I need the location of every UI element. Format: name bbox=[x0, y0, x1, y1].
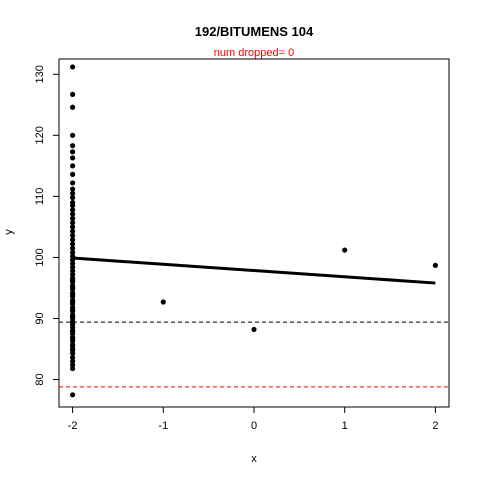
data-point bbox=[70, 245, 76, 251]
data-point bbox=[70, 268, 76, 274]
data-point bbox=[70, 292, 76, 298]
chart-subtitle: num dropped= 0 bbox=[214, 47, 294, 59]
x-axis-label: x bbox=[251, 453, 257, 465]
x-tick-label: -2 bbox=[68, 420, 78, 432]
data-point bbox=[70, 260, 76, 267]
y-tick-label: 110 bbox=[34, 188, 46, 206]
data-point bbox=[70, 132, 76, 138]
x-axis: -2 -1 0 1 2 bbox=[68, 406, 438, 432]
regression-line-layer bbox=[72, 256, 436, 285]
data-point bbox=[70, 186, 76, 192]
data-point bbox=[70, 253, 76, 259]
data-point bbox=[70, 190, 76, 196]
data-point bbox=[70, 202, 76, 209]
data-point bbox=[70, 362, 76, 368]
data-point bbox=[70, 299, 76, 305]
data-point bbox=[70, 143, 76, 149]
data-point bbox=[70, 314, 76, 320]
data-point bbox=[70, 91, 76, 98]
x-tick-label: -1 bbox=[158, 420, 168, 432]
x-tick-label: 1 bbox=[342, 420, 348, 432]
y-tick-label: 120 bbox=[34, 126, 46, 144]
regression-line bbox=[72, 256, 436, 285]
data-point bbox=[70, 149, 76, 155]
data-point bbox=[70, 365, 76, 372]
data-point bbox=[70, 237, 76, 243]
data-point bbox=[70, 306, 76, 312]
data-point bbox=[70, 358, 76, 364]
plot-area bbox=[58, 58, 450, 408]
reference-lines bbox=[59, 321, 449, 388]
y-tick-label: 80 bbox=[34, 373, 46, 385]
data-point bbox=[70, 347, 76, 353]
y-axis-label: y bbox=[3, 229, 15, 235]
data-point bbox=[70, 224, 76, 230]
data-point bbox=[70, 228, 76, 234]
data-point bbox=[70, 220, 76, 226]
data-point bbox=[70, 163, 76, 169]
y-tick-label: 90 bbox=[34, 312, 46, 324]
data-point bbox=[70, 211, 76, 217]
data-point bbox=[70, 321, 76, 327]
y-axis: 80 90 100 110 120 130 bbox=[34, 65, 60, 386]
data-point bbox=[70, 215, 76, 221]
data-point bbox=[342, 247, 348, 253]
data-point bbox=[70, 64, 76, 70]
data-point bbox=[70, 232, 76, 239]
data-point bbox=[70, 257, 76, 263]
x-tick-label: 0 bbox=[251, 420, 257, 432]
data-point bbox=[70, 155, 76, 161]
y-tick-label: 130 bbox=[34, 65, 46, 83]
data-point bbox=[160, 299, 166, 305]
data-point bbox=[70, 277, 76, 283]
data-point bbox=[251, 326, 257, 333]
x-tick-label: 2 bbox=[432, 420, 438, 432]
data-point bbox=[70, 194, 76, 201]
data-point bbox=[70, 241, 76, 247]
data-point bbox=[432, 262, 438, 268]
y-tick-label: 100 bbox=[34, 248, 46, 266]
data-point bbox=[70, 171, 76, 177]
data-point bbox=[70, 343, 76, 349]
data-point bbox=[70, 180, 76, 186]
data-point bbox=[70, 207, 76, 213]
data-point bbox=[70, 328, 76, 334]
data-point bbox=[70, 354, 76, 361]
data-point bbox=[70, 249, 76, 256]
data-point bbox=[70, 104, 76, 110]
data-point bbox=[70, 392, 76, 398]
data-point bbox=[70, 284, 76, 290]
chart-title: 192/BITUMENS 104 bbox=[195, 24, 314, 39]
data-point bbox=[70, 336, 76, 342]
plot-frame bbox=[58, 58, 450, 408]
data-point bbox=[70, 264, 76, 270]
data-point bbox=[70, 271, 76, 278]
data-points bbox=[70, 64, 438, 398]
